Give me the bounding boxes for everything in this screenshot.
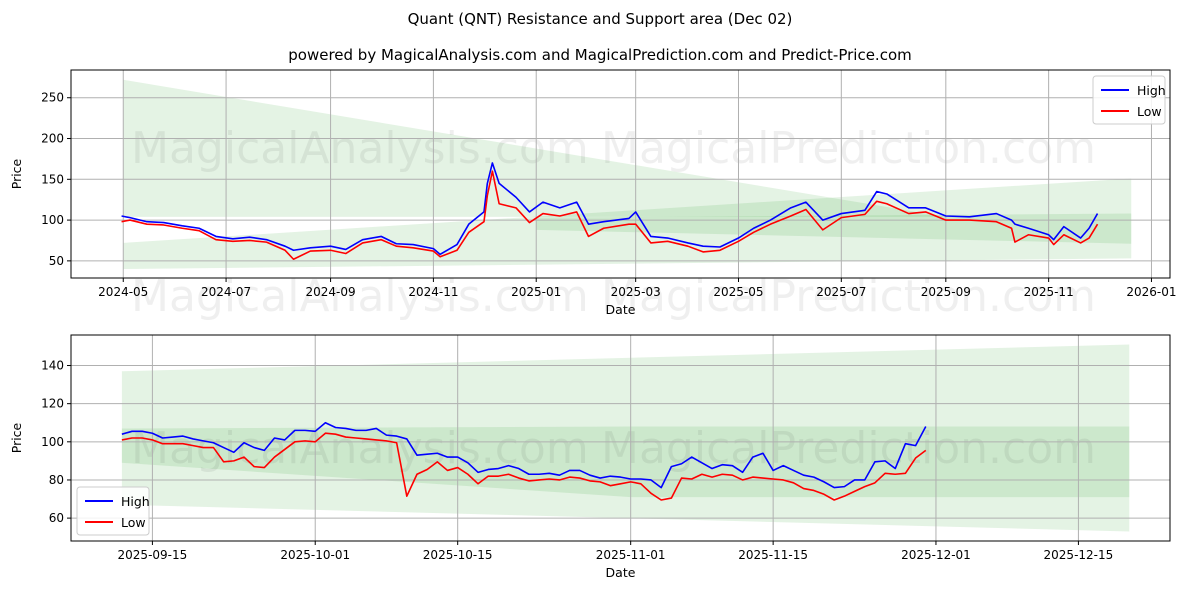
x-tick-label: 2025-03: [611, 285, 661, 299]
y-tick-label: 100: [41, 435, 64, 449]
resistance-support-band: [121, 344, 1130, 532]
watermark-text: MagicalPrediction.com: [601, 271, 1096, 322]
legend-label-high: High: [121, 494, 150, 509]
y-axis-label: Price: [9, 422, 24, 453]
y-tick-label: 80: [49, 473, 64, 487]
y-tick-label: 140: [41, 359, 64, 373]
y-tick-label: 50: [49, 254, 64, 268]
watermark-text: MagicalAnalysis.com: [131, 271, 589, 322]
x-axis-label: Date: [606, 302, 636, 317]
x-tick-label: 2024-11: [408, 285, 458, 299]
legend-label-low: Low: [1137, 104, 1162, 119]
x-tick-label: 2024-07: [201, 285, 251, 299]
series-line-high: [121, 421, 927, 489]
x-tick-label: 2025-09-15: [118, 548, 188, 562]
resistance-support-band: [123, 79, 946, 217]
watermark-text: MagicalPrediction.com: [601, 423, 1096, 474]
legend: High Low: [76, 486, 150, 536]
watermark-text: MagicalAnalysis.com: [131, 423, 589, 474]
legend-label-low: Low: [121, 515, 146, 530]
chart-subtitle: powered by MagicalAnalysis.com and Magic…: [288, 46, 912, 64]
legend-label-high: High: [1137, 83, 1166, 98]
x-tick-label: 2025-10-15: [423, 548, 493, 562]
plot-frame: [70, 334, 1171, 542]
legend: High Low: [1092, 75, 1166, 125]
x-tick-label: 2025-07: [816, 285, 866, 299]
x-tick-label: 2025-12-15: [1044, 548, 1114, 562]
x-tick-label: 2026-01: [1126, 285, 1176, 299]
x-tick-label: 2025-09: [921, 285, 971, 299]
y-tick-label: 150: [41, 172, 64, 186]
chart-1: MagicalAnalysis.com MagicalPrediction.com…: [9, 69, 1177, 322]
x-tick-label: 2024-09: [306, 285, 356, 299]
x-tick-label: 2025-10-01: [280, 548, 350, 562]
watermark-text: MagicalAnalysis.com: [131, 123, 589, 174]
x-axis-label: Date: [606, 565, 636, 580]
x-tick-label: 2025-05: [713, 285, 763, 299]
series-line-low: [121, 170, 1099, 261]
x-tick-label: 2024-05: [98, 285, 148, 299]
plot-frame: [70, 69, 1171, 279]
series-line-low: [121, 432, 927, 501]
watermark-text: MagicalPrediction.com: [601, 123, 1096, 174]
x-tick-label: 2025-12-01: [901, 548, 971, 562]
x-tick-label: 2025-11-01: [596, 548, 666, 562]
chart-2: MagicalAnalysis.com MagicalPrediction.com…: [9, 334, 1171, 580]
series-line-high: [121, 162, 1099, 256]
y-tick-label: 120: [41, 397, 64, 411]
x-tick-label: 2025-11-15: [738, 548, 808, 562]
x-tick-label: 2025-11: [1024, 285, 1074, 299]
chart-title: Quant (QNT) Resistance and Support area …: [407, 10, 793, 28]
y-tick-label: 200: [41, 132, 64, 146]
y-tick-label: 60: [49, 511, 64, 525]
y-tick-label: 250: [41, 91, 64, 105]
y-axis-label: Price: [9, 158, 24, 189]
x-tick-label: 2025-01: [511, 285, 561, 299]
y-tick-label: 100: [41, 213, 64, 227]
